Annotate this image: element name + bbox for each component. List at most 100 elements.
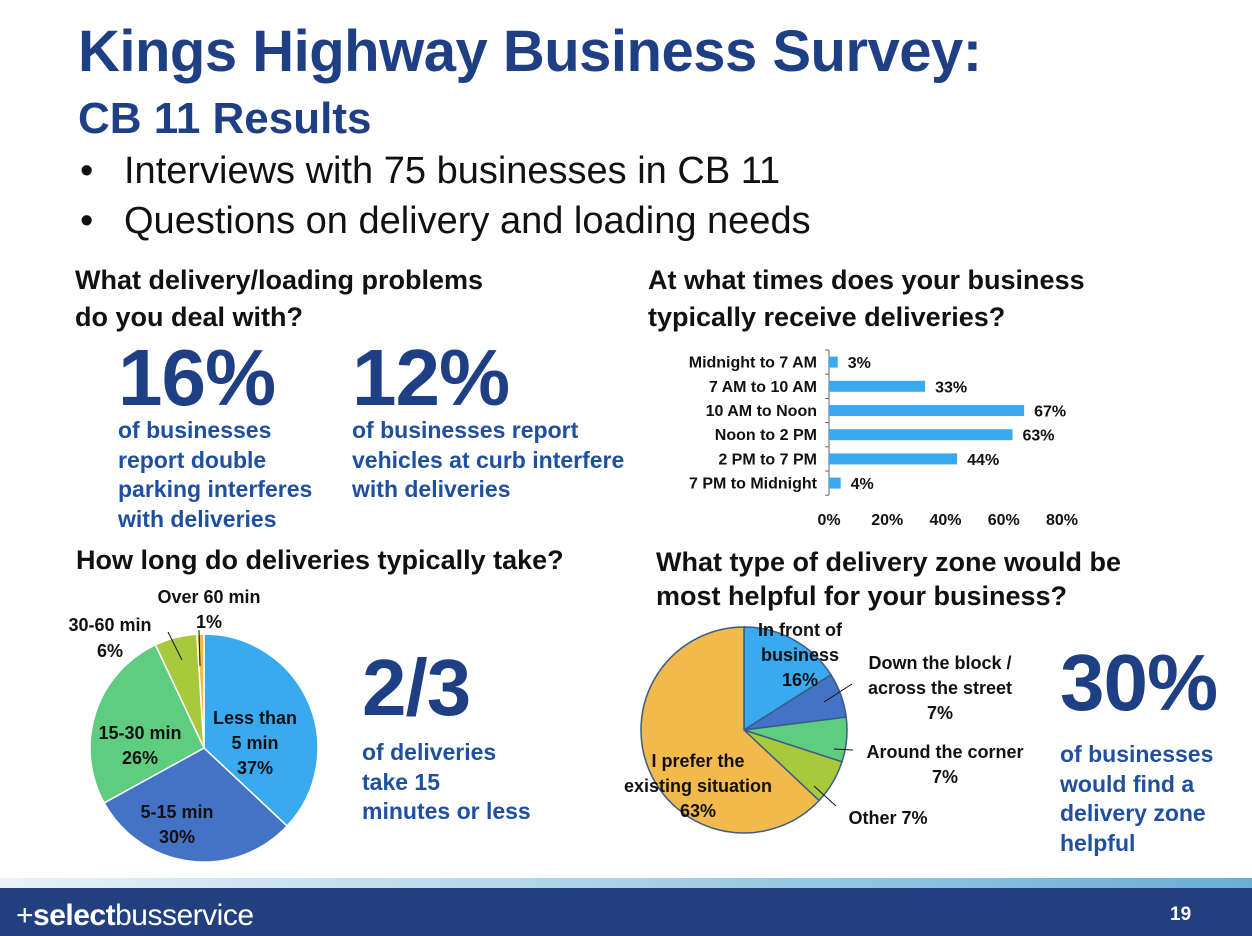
bullet-item: • Questions on delivery and loading needs — [80, 198, 811, 248]
stat-line: delivery zone — [1060, 800, 1206, 826]
pie-slice-label: business — [761, 645, 839, 665]
bullet-dot: • — [80, 200, 94, 242]
bullet-dot: • — [80, 150, 94, 192]
pie-slice-label: Less than — [213, 708, 297, 728]
bar — [829, 453, 958, 465]
delivery-zone-pie-chart: In front of business 16% Down the block / ac… — [624, 620, 1024, 834]
stat-line: of deliveries — [362, 739, 497, 765]
stat-line: helpful — [1060, 829, 1136, 856]
pie-slice — [203, 633, 319, 828]
leader-line — [833, 748, 854, 751]
delivery-times-bar-chart: Midnight to 7 AM 3% 7 AM to 10 AM 33% 10 AM … — [689, 349, 1078, 529]
stat-zone-text: of businesses would find a delivery zone… — [1060, 740, 1213, 858]
brand-logo: +selectbusservice — [16, 898, 254, 934]
page-number: 19 — [1170, 904, 1192, 925]
pie-slice-label: Over 60 min — [157, 587, 260, 607]
pie-slice-label: 6% — [97, 641, 123, 661]
leader-line — [198, 629, 201, 667]
stat-duration-value: 2/3 — [362, 643, 471, 732]
bar-category-label: Midnight to 7 AM — [689, 355, 817, 372]
x-tick-label: 40% — [929, 512, 961, 529]
question-line: do you deal with? — [75, 302, 303, 332]
leader-line — [813, 785, 837, 807]
stat-double-parking-text: of businesses report double parking inte… — [118, 416, 312, 534]
bar-value-label: 4% — [851, 476, 874, 493]
pie-slice-label: 7% — [932, 767, 958, 787]
pie-slice-label: 26% — [122, 748, 158, 768]
bar-value-label: 63% — [1022, 428, 1054, 445]
pie-slice — [743, 626, 833, 732]
pie-slice — [89, 643, 205, 804]
stat-curb-value: 12% — [352, 333, 510, 422]
pie-slice-label: 7% — [927, 703, 953, 723]
problems-question: What delivery/loading problems do you de… — [75, 262, 483, 336]
question-line: What type of delivery zone would be — [656, 547, 1122, 577]
question-line: most helpful for your business? — [656, 581, 1068, 611]
stat-line: of businesses — [118, 417, 272, 443]
question-line: At what times does your business — [648, 265, 1085, 295]
bar-category-label: 10 AM to Noon — [706, 403, 817, 420]
duration-question: How long do deliveries typically take? — [76, 545, 564, 575]
brand-rest: busservice — [115, 899, 254, 932]
pie-slice-label: Other 7% — [848, 808, 927, 828]
bar — [829, 380, 926, 392]
bar — [829, 429, 1013, 441]
bar-value-label: 3% — [848, 355, 871, 372]
pie-slice-label: 16% — [782, 670, 818, 690]
pie-slice-label: I prefer the — [651, 751, 744, 771]
bullet-list: • Interviews with 75 businesses in CB 11 … — [80, 148, 811, 248]
stat-line: take 15 — [362, 768, 441, 795]
stat-line: would find a — [1060, 770, 1195, 797]
brand-bold: select — [33, 899, 116, 932]
stat-line: with deliveries — [118, 505, 277, 532]
x-tick-label: 80% — [1046, 512, 1078, 529]
x-tick-label: 0% — [817, 512, 840, 529]
bar-value-label: 33% — [935, 379, 967, 396]
stat-duration-text: of deliveries take 15 minutes or less — [362, 738, 531, 827]
x-tick-label: 60% — [988, 512, 1020, 529]
pie-slice-label: 1% — [196, 612, 222, 632]
zone-question: What type of delivery zone would be most… — [656, 545, 1121, 613]
bar-value-label: 67% — [1034, 404, 1066, 421]
bar-category-label: 2 PM to 7 PM — [718, 451, 817, 468]
slide-title: Kings Highway Business Survey: — [78, 19, 982, 84]
pie-slice — [103, 747, 289, 863]
bar-value-label: 44% — [967, 452, 999, 469]
stat-line: parking interferes — [118, 476, 313, 502]
pie-slice-label: 5 min — [231, 733, 278, 753]
pie-slice-label: Down the block / — [868, 653, 1011, 673]
x-tick-label: 20% — [871, 512, 903, 529]
stat-line: of businesses — [1060, 741, 1214, 767]
bar-category-label: 7 AM to 10 AM — [709, 379, 817, 396]
pie-slice — [640, 626, 821, 834]
stat-zone-value: 30% — [1060, 638, 1218, 727]
pie-slice-label: existing situation — [624, 776, 772, 796]
bullet-text: Interviews with 75 businesses in CB 11 — [124, 150, 781, 192]
stat-line: of businesses report — [352, 417, 579, 443]
leader-line — [823, 683, 853, 703]
pie-slice-label: 15-30 min — [98, 723, 181, 743]
bar — [829, 356, 838, 368]
pie-slice-label: 30-60 min — [68, 615, 151, 635]
pie-slice-label: Around the corner — [866, 742, 1023, 762]
brand-prefix: + — [16, 899, 34, 932]
pie-slice — [196, 633, 205, 749]
bar-category-label: Noon to 2 PM — [715, 427, 817, 444]
pie-slice-label: 30% — [159, 827, 195, 847]
stat-line: report double — [118, 446, 267, 473]
slide-subtitle: CB 11 Results — [78, 94, 372, 143]
bullet-text: Questions on delivery and loading needs — [124, 200, 811, 242]
bar — [829, 477, 841, 489]
leader-line — [167, 631, 183, 661]
bar — [829, 405, 1025, 416]
question-line: typically receive deliveries? — [648, 302, 1006, 332]
pie-slice-label: 5-15 min — [140, 802, 213, 822]
pie-slice-label: In front of — [758, 620, 843, 640]
stat-line: vehicles at curb interfere — [352, 446, 625, 473]
pie-slice-label: across the street — [868, 678, 1012, 698]
bullet-item: • Interviews with 75 businesses in CB 11 — [80, 148, 811, 198]
stat-curb-text: of businesses report vehicles at curb in… — [352, 416, 624, 505]
stat-line: minutes or less — [362, 798, 531, 824]
pie-slice-label: 63% — [680, 801, 716, 821]
delivery-duration-pie-chart: Less than 5 min 37% 5-15 min 30% 15-30 min 26%… — [68, 587, 319, 863]
